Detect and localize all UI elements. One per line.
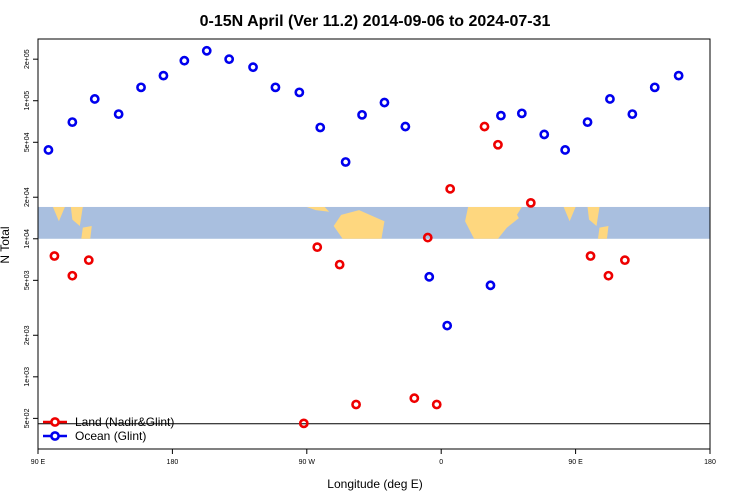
ocean-point — [248, 62, 258, 73]
land-point — [409, 393, 420, 404]
land-shape-5 — [81, 226, 92, 239]
land-point — [67, 270, 78, 281]
ocean-point — [43, 145, 54, 155]
legend-marker-1 — [50, 431, 60, 441]
land-point — [479, 121, 490, 132]
legend: Land (Nadir&Glint)Ocean (Glint) — [43, 415, 174, 443]
ocean-point — [516, 108, 527, 119]
ocean-point — [179, 55, 190, 66]
land-point — [83, 255, 94, 266]
ocean-point — [357, 109, 367, 120]
ocean-point — [485, 280, 496, 291]
land-point — [603, 270, 614, 281]
chart-title: 0-15N April (Ver 11.2) 2014-09-06 to 202… — [200, 13, 551, 30]
x-tick-label: 180 — [167, 459, 179, 466]
ocean-point — [605, 94, 615, 104]
land-point — [431, 399, 442, 410]
ocean-point — [89, 94, 100, 104]
ocean-point — [67, 117, 78, 128]
y-tick-label: 5e+04 — [24, 132, 31, 152]
land-shape-4 — [70, 206, 83, 227]
land-point — [445, 183, 456, 194]
plot-frame — [37, 38, 711, 450]
world-map-strip — [38, 206, 710, 239]
legend-marker-0 — [50, 417, 60, 427]
x-tick-label: 90 W — [299, 459, 316, 466]
land-shape-7 — [587, 206, 600, 227]
ocean-point — [201, 45, 212, 56]
land-shape-2 — [306, 206, 330, 212]
ocean-point — [649, 82, 660, 93]
ocean-point — [424, 271, 435, 282]
land-shape-0 — [465, 206, 519, 239]
ocean-point — [224, 54, 235, 65]
land-shape-8 — [598, 226, 609, 239]
ocean-point — [400, 121, 411, 132]
land-point — [298, 418, 309, 429]
land-shape-3 — [52, 206, 65, 222]
y-tick-label: 1e+03 — [24, 367, 31, 387]
ocean-point — [627, 109, 638, 120]
ocean-point — [442, 320, 453, 331]
land-shape-6 — [563, 206, 576, 222]
ocean-point — [136, 82, 146, 93]
y-tick-label: 1e+04 — [24, 229, 31, 249]
land-point — [312, 242, 323, 253]
y-tick-label: 2e+05 — [24, 49, 31, 69]
ocean-point — [270, 82, 281, 93]
land-point — [619, 255, 630, 266]
x-tick-label: 90 E — [568, 459, 583, 466]
y-tick-label: 2e+04 — [24, 187, 31, 207]
y-axis-label: N Total — [0, 226, 12, 263]
ocean-point — [673, 70, 684, 81]
ocean-point — [340, 157, 351, 167]
land-point — [585, 251, 596, 261]
ocean-point — [158, 70, 169, 81]
y-tick-label: 5e+02 — [24, 408, 31, 428]
x-tick-label: 90 E — [31, 459, 46, 466]
y-axis: 5e+02 1e+03 2e+03 5e+03 1e+04 2e+04 5e+04 1e+05… — [24, 49, 38, 428]
land-shape-9 — [500, 206, 522, 217]
land-point — [351, 399, 361, 410]
x-tick-label: 180 — [704, 459, 716, 466]
ocean-point — [294, 87, 305, 98]
land-point — [49, 251, 60, 261]
ocean-point — [539, 129, 550, 140]
legend-label-0: Land (Nadir&Glint) — [75, 415, 174, 429]
x-axis-label: Longitude (deg E) — [327, 477, 422, 491]
data-points — [43, 45, 684, 429]
land-point — [493, 139, 503, 150]
y-tick-label: 5e+03 — [24, 270, 31, 290]
x-axis: 90 E 180 90 W 0 90 E 180 — [31, 449, 716, 466]
ocean-point — [315, 122, 326, 133]
land-point — [334, 259, 345, 270]
x-tick-label: 0 — [439, 459, 443, 466]
land-point — [422, 232, 433, 243]
ocean-point — [113, 109, 124, 120]
land-shape-1 — [333, 210, 385, 239]
land-point — [525, 197, 536, 208]
ocean-point — [379, 97, 390, 108]
ocean-point — [496, 110, 506, 121]
y-tick-label: 2e+03 — [24, 325, 31, 345]
ocean-point — [582, 117, 593, 128]
ocean-point — [560, 145, 571, 155]
legend-label-1: Ocean (Glint) — [75, 429, 146, 443]
y-tick-label: 1e+05 — [24, 91, 31, 111]
